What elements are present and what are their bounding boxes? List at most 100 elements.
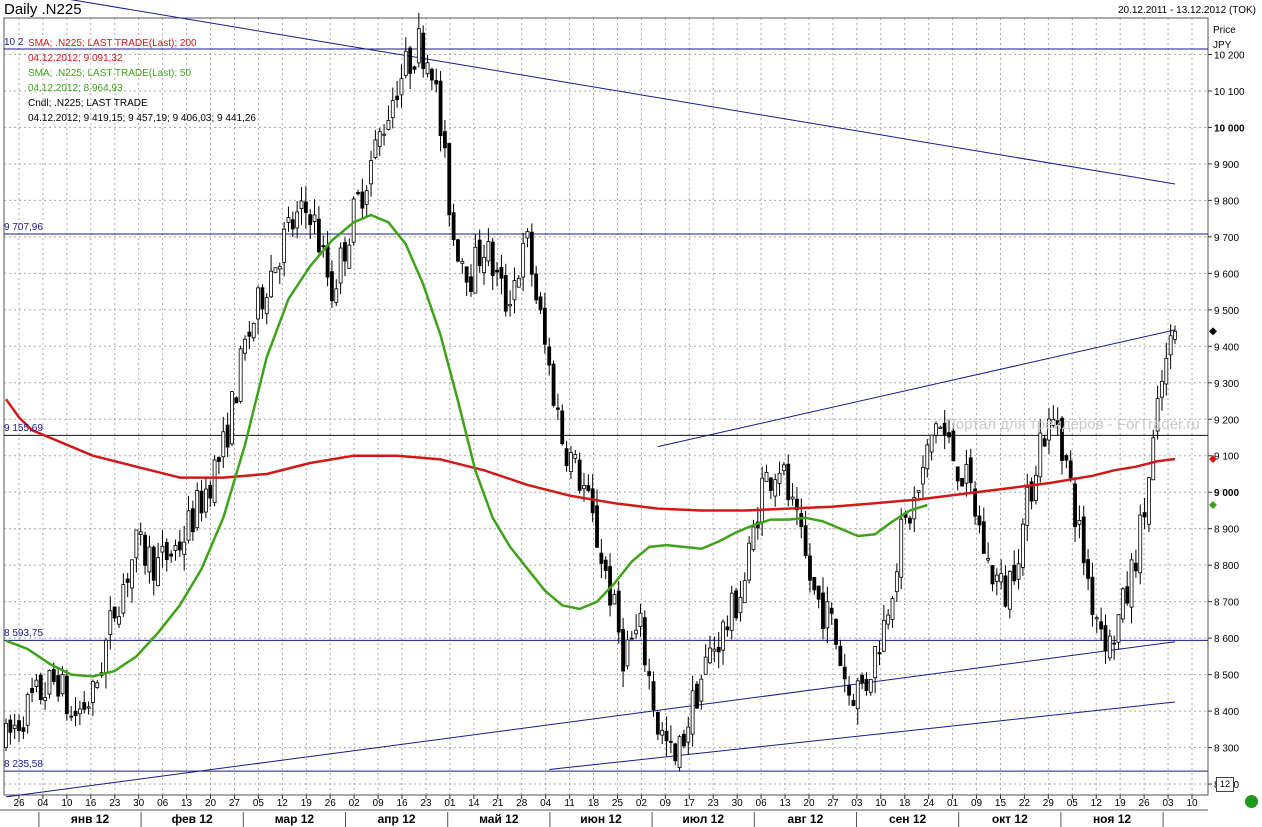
x-tick-label: 09	[660, 798, 672, 809]
candle-body	[91, 680, 95, 703]
candle-body	[395, 95, 400, 100]
candle-body	[516, 277, 521, 288]
x-tick-label: 27	[827, 798, 839, 809]
candle-body	[282, 228, 287, 263]
x-tick-label: 12	[277, 798, 289, 809]
candle-body	[582, 485, 586, 490]
candle-body	[51, 669, 56, 682]
x-tick-label: 19	[301, 798, 313, 809]
candle-body	[682, 733, 686, 747]
y-tick-label: 9 600	[1214, 269, 1239, 280]
candle-body	[273, 267, 278, 273]
x-tick-label: 26	[325, 798, 337, 809]
candle-body	[708, 647, 712, 664]
candle-body	[1107, 635, 1112, 659]
candle-body	[17, 720, 21, 731]
candle-body	[864, 678, 869, 691]
x-tick-label: 10	[61, 798, 73, 809]
candle-body	[390, 100, 395, 118]
candle-body	[781, 464, 786, 472]
month-label: июн 12	[580, 812, 622, 826]
candle-body	[599, 552, 604, 564]
candle-body	[338, 247, 343, 284]
candle-body	[186, 510, 191, 541]
level-label: 9 707,96	[4, 221, 43, 233]
candle-body	[529, 231, 534, 275]
x-tick-label: 30	[732, 798, 744, 809]
candle-body	[360, 191, 365, 209]
candle-body	[1116, 614, 1121, 643]
candle-body	[386, 119, 391, 131]
candle-body	[525, 231, 530, 239]
candle-body	[851, 700, 856, 706]
candle-body	[495, 269, 499, 273]
candle-body	[603, 559, 608, 572]
x-tick-label: 12	[1091, 798, 1103, 809]
price-markers	[1209, 327, 1217, 509]
x-tick-label: 13	[779, 798, 791, 809]
price-marker-icon	[1209, 500, 1217, 509]
candle-body	[77, 708, 82, 715]
candle-body	[629, 637, 634, 640]
candle-body	[655, 712, 660, 735]
candle-body	[1016, 563, 1021, 580]
candle-body	[238, 348, 243, 402]
candle-body	[942, 422, 947, 436]
candle-body	[521, 242, 526, 278]
candle-body	[34, 679, 39, 687]
candle-body	[412, 66, 417, 70]
candle-body	[56, 675, 61, 697]
x-tick-label: 23	[109, 798, 121, 809]
candle-body	[538, 296, 543, 311]
x-tick-label: 09	[971, 798, 983, 809]
candle-body	[925, 444, 930, 470]
candle-body	[277, 266, 282, 270]
candle-body	[716, 646, 721, 653]
candle-body	[182, 541, 187, 555]
x-tick-label: 24	[923, 798, 935, 809]
candle-body	[438, 80, 443, 136]
candle-body	[134, 529, 139, 559]
x-tick-label: 02	[636, 798, 648, 809]
price-marker-icon	[1209, 327, 1217, 336]
candle-body	[721, 621, 725, 651]
candle-body	[690, 690, 695, 735]
legend-entry: 04.12.2012; 9 091,32	[28, 53, 123, 64]
y-tick-label: 8 300	[1214, 744, 1239, 755]
candle-body	[456, 239, 460, 262]
chart-title: Daily .N225	[4, 1, 82, 18]
candle-body	[469, 276, 473, 293]
legend-entry: 04.12.2012; 9 419,15; 9 457,19; 9 406,03…	[28, 113, 256, 124]
x-tick-label: 02	[349, 798, 361, 809]
x-tick-label: 18	[588, 798, 600, 809]
candle-body	[660, 729, 665, 736]
candle-body	[117, 616, 121, 625]
candle-body	[1142, 512, 1147, 518]
level-label: 8 235,58	[4, 759, 43, 771]
candle-body	[964, 463, 969, 484]
candle-body	[890, 598, 895, 620]
candle-body	[95, 682, 100, 688]
y-tick-label: 9 900	[1214, 160, 1239, 171]
candle-body	[994, 574, 999, 582]
candle-body	[1090, 576, 1095, 616]
candle-body	[738, 596, 743, 614]
y-tick-label: 9 500	[1214, 306, 1239, 317]
candle-body	[651, 681, 656, 711]
candle-body	[1068, 460, 1073, 479]
candle-body	[160, 545, 165, 553]
candle-body	[760, 477, 765, 523]
candle-body	[217, 457, 221, 462]
period-box[interactable]: 12	[1216, 777, 1234, 792]
candle-body	[899, 518, 904, 578]
x-tick-label: 05	[253, 798, 265, 809]
x-tick-label: 01	[947, 798, 959, 809]
candle-body	[803, 525, 808, 557]
candle-body	[30, 687, 34, 693]
y-tick-label: 10 000	[1214, 123, 1245, 134]
y-tick-label: 9 100	[1214, 452, 1239, 463]
candle-body	[73, 710, 78, 717]
date-range: 20.12.2011 - 13.12.2012 (TOK)	[1117, 5, 1256, 16]
y-tick-label: 9 400	[1214, 342, 1239, 353]
candle-body	[1012, 564, 1017, 582]
